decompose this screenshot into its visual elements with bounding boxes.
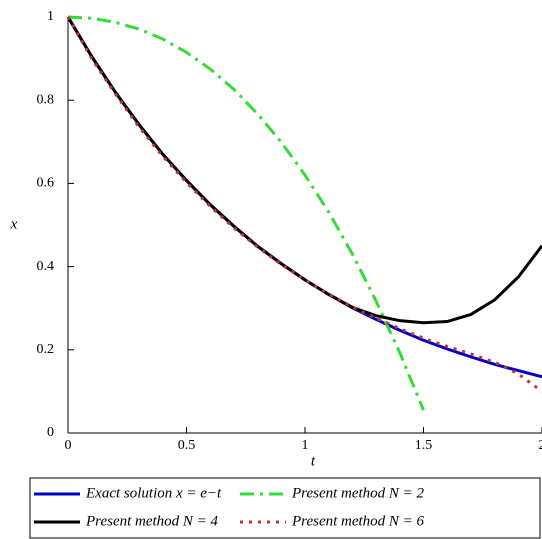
y-axis-label: x: [10, 216, 18, 232]
y-tick-label: 0.6: [37, 176, 55, 191]
legend-label: Exact solution x = e−t: [85, 485, 222, 501]
x-tick-label: 1: [302, 438, 309, 453]
legend-label: Present method N = 2: [291, 485, 425, 501]
x-tick-label: 0.5: [178, 438, 196, 453]
legend-label: Present method N = 4: [85, 513, 219, 529]
y-tick-label: 0: [47, 425, 54, 440]
series-line: [66, 16, 542, 379]
x-tick-label: 2: [539, 438, 542, 453]
x-tick-label: 1.5: [415, 438, 433, 453]
y-tick-label: 1: [47, 9, 54, 24]
x-axis-label: t: [311, 453, 316, 469]
series-line: [66, 16, 542, 393]
legend-box: [29, 477, 541, 539]
y-tick-label: 0.8: [37, 92, 55, 107]
series-line: [67, 15, 425, 411]
x-tick-label: 0: [65, 438, 72, 453]
y-tick-label: 0.2: [37, 342, 55, 357]
y-tick-label: 0.4: [37, 259, 55, 274]
legend-label: Present method N = 6: [291, 513, 425, 529]
series-line: [66, 16, 542, 325]
